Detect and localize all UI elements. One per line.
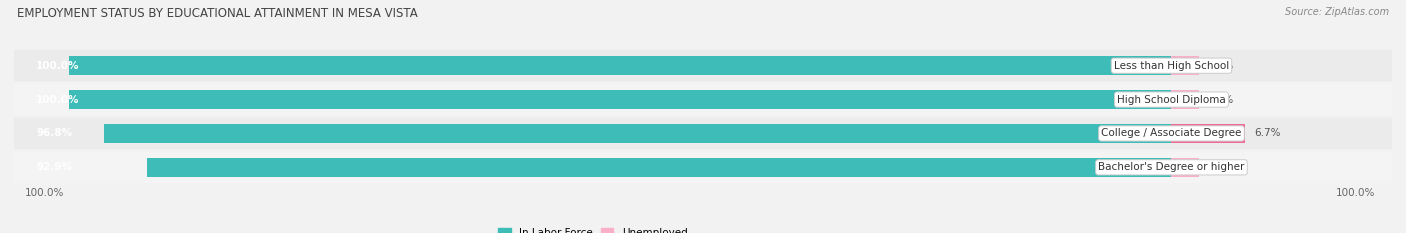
Text: Less than High School: Less than High School bbox=[1114, 61, 1229, 71]
Bar bbox=[1171, 56, 1199, 75]
Text: High School Diploma: High School Diploma bbox=[1118, 95, 1226, 105]
FancyBboxPatch shape bbox=[14, 152, 1392, 183]
Bar bbox=[69, 90, 1171, 109]
Text: 0.0%: 0.0% bbox=[1208, 95, 1234, 105]
Bar bbox=[104, 124, 1171, 143]
Bar bbox=[1171, 90, 1199, 109]
Text: 100.0%: 100.0% bbox=[37, 95, 80, 105]
Text: EMPLOYMENT STATUS BY EDUCATIONAL ATTAINMENT IN MESA VISTA: EMPLOYMENT STATUS BY EDUCATIONAL ATTAINM… bbox=[17, 7, 418, 20]
Text: 100.0%: 100.0% bbox=[25, 188, 65, 198]
Text: 96.8%: 96.8% bbox=[37, 128, 72, 138]
Text: 100.0%: 100.0% bbox=[37, 61, 80, 71]
FancyBboxPatch shape bbox=[14, 118, 1392, 149]
Bar bbox=[69, 56, 1171, 75]
FancyBboxPatch shape bbox=[14, 50, 1392, 81]
Text: 0.0%: 0.0% bbox=[1208, 162, 1234, 172]
Bar bbox=[1171, 124, 1246, 143]
Text: 0.0%: 0.0% bbox=[1208, 61, 1234, 71]
Text: 6.7%: 6.7% bbox=[1254, 128, 1281, 138]
Text: Source: ZipAtlas.com: Source: ZipAtlas.com bbox=[1285, 7, 1389, 17]
Text: College / Associate Degree: College / Associate Degree bbox=[1101, 128, 1241, 138]
Text: 92.9%: 92.9% bbox=[37, 162, 72, 172]
Bar bbox=[148, 158, 1171, 177]
Legend: In Labor Force, Unemployed: In Labor Force, Unemployed bbox=[494, 224, 692, 233]
Text: 100.0%: 100.0% bbox=[1336, 188, 1375, 198]
Bar bbox=[1171, 158, 1199, 177]
FancyBboxPatch shape bbox=[14, 84, 1392, 115]
Text: Bachelor's Degree or higher: Bachelor's Degree or higher bbox=[1098, 162, 1244, 172]
